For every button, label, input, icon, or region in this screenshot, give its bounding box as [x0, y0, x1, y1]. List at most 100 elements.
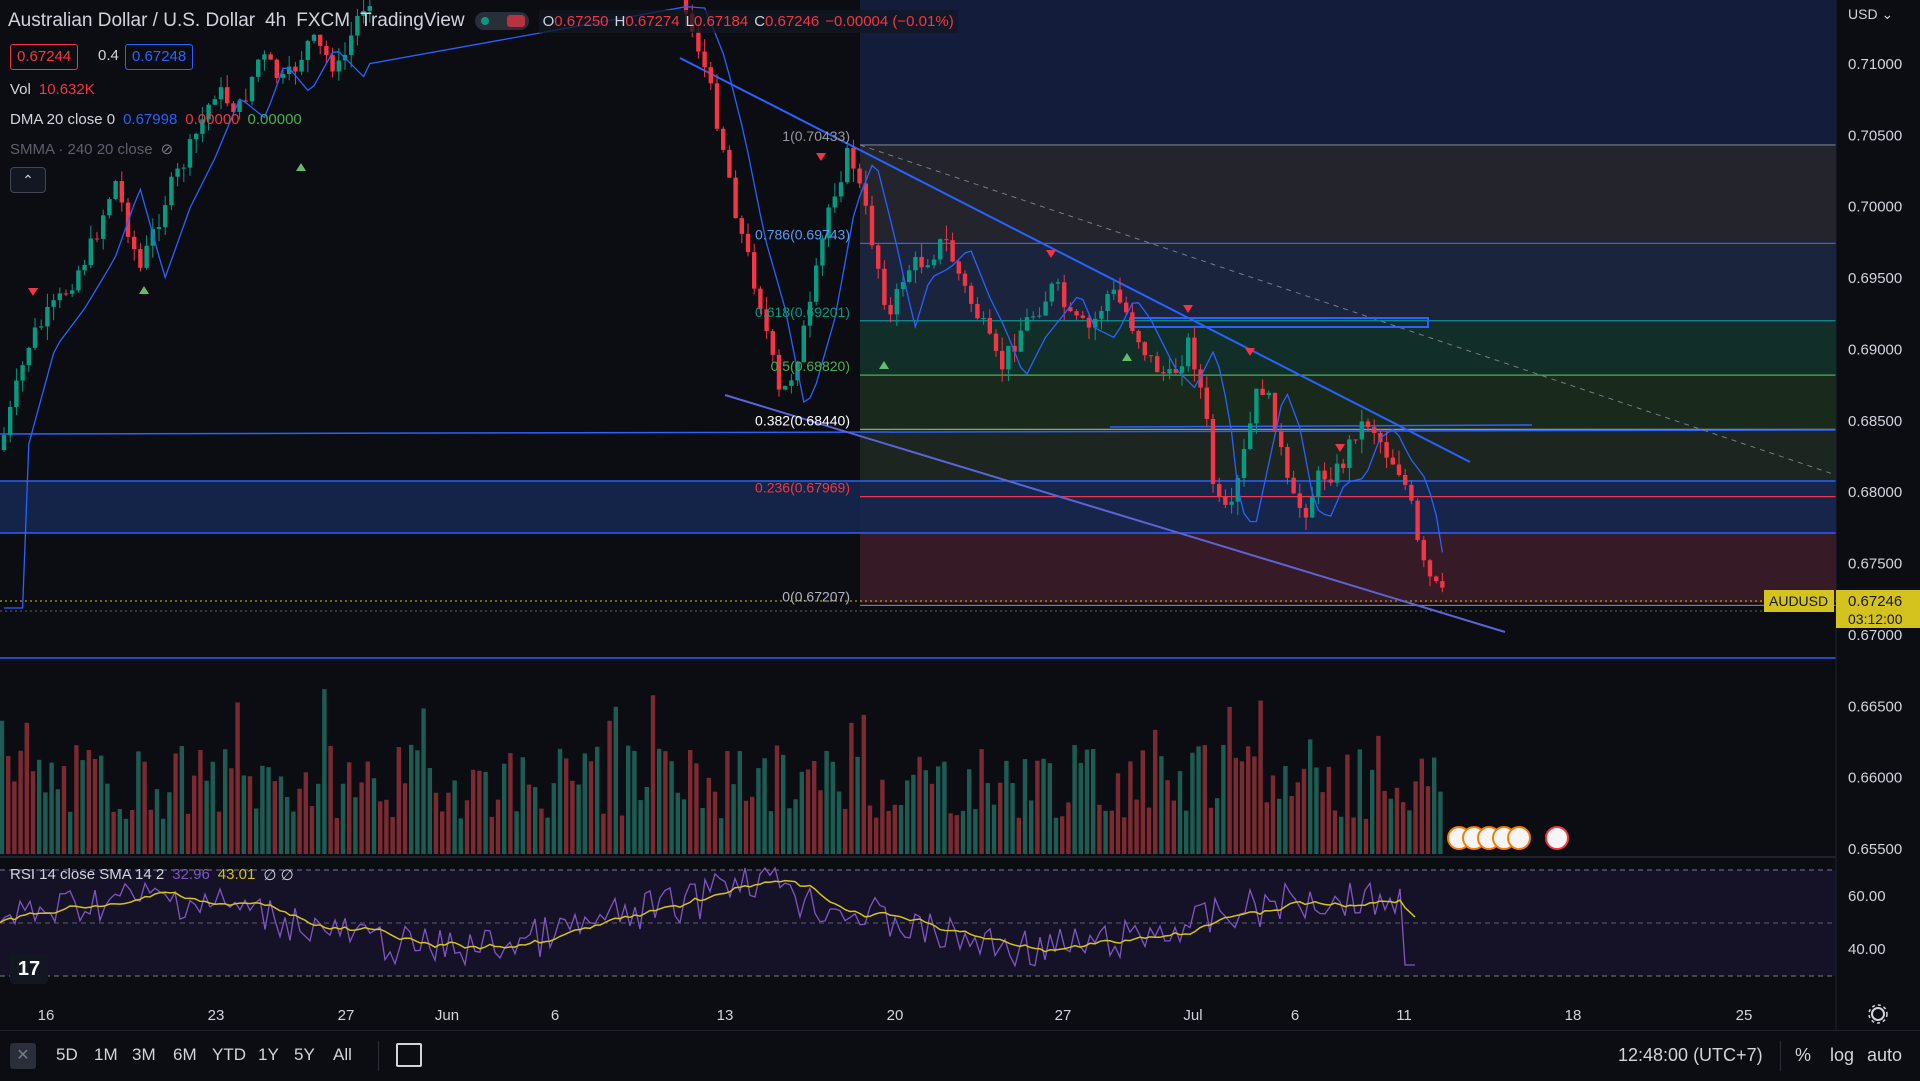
price-axis-label: 0.66500	[1848, 698, 1902, 715]
settings-icon[interactable]	[1868, 1004, 1888, 1024]
range-button-6m[interactable]: 6M	[173, 1045, 197, 1064]
resistance-short-line[interactable]	[1109, 424, 1533, 428]
volume-bar	[285, 797, 290, 854]
candle-body	[169, 176, 174, 206]
range-button-1y[interactable]: 1Y	[258, 1045, 279, 1064]
price-axis-label: 0.68000	[1848, 484, 1902, 501]
range-button-ytd[interactable]: YTD	[212, 1045, 246, 1064]
dma-value-3: 0.00000	[247, 111, 302, 128]
candle-body	[144, 245, 149, 268]
economic-events[interactable]	[1447, 826, 1569, 850]
candle-body	[708, 67, 713, 84]
volume-bar	[452, 780, 457, 854]
volume-bar	[173, 753, 178, 854]
price-axis-label: 0.69000	[1848, 341, 1902, 358]
candle-body	[857, 168, 862, 184]
candle-body	[113, 181, 118, 200]
volume-bar	[446, 792, 451, 854]
buy-button[interactable]: 0.67248	[125, 44, 194, 70]
clock[interactable]: 12:48:00 (UTC+7)	[1618, 1045, 1763, 1065]
smma-legend[interactable]: SMMA · 240 20 close ⊘	[10, 139, 173, 161]
range-button-1m[interactable]: 1M	[94, 1045, 118, 1064]
smma-label: SMMA · 240 20 close	[10, 141, 153, 158]
price-axis[interactable]	[1836, 0, 1920, 1030]
channel-upper-line[interactable]	[679, 57, 1471, 463]
auto-toggle[interactable]: auto	[1867, 1045, 1903, 1065]
interval-label[interactable]: 4h	[265, 10, 287, 31]
candle-body	[987, 318, 992, 334]
log-toggle[interactable]: log	[1830, 1045, 1855, 1065]
volume-bar	[898, 805, 904, 854]
candle-body	[8, 406, 13, 436]
trend-dashed-line[interactable]	[859, 144, 1837, 476]
candle-body	[1043, 301, 1048, 316]
candle-body	[1359, 421, 1364, 440]
volume-bar	[638, 800, 643, 854]
support-line-0-6844[interactable]	[0, 429, 1837, 435]
rsi-legend[interactable]: RSI 14 close SMA 14 2 32.96 43.01 ∅ ∅	[10, 866, 294, 884]
volume-bar	[483, 771, 488, 854]
candle-body	[1018, 330, 1023, 352]
rsi-axis-labels: 60.00 40.00	[1848, 888, 1886, 958]
volume-bar	[6, 755, 11, 854]
candle-body	[1415, 500, 1420, 540]
range-button-3m[interactable]: 3M	[132, 1045, 156, 1064]
volume-bar	[421, 708, 426, 854]
currency-selector[interactable]: USD ⌄	[1848, 6, 1894, 22]
calendar-icon[interactable]	[396, 1043, 422, 1067]
percent-toggle[interactable]: %	[1795, 1045, 1812, 1065]
volume-bar	[1345, 754, 1350, 854]
time-axis-label: 16	[38, 1007, 55, 1024]
dma-label: DMA 20 close 0	[10, 111, 116, 128]
candle-body	[200, 119, 205, 134]
volume-bar	[427, 768, 432, 854]
range-button-all[interactable]: All	[333, 1045, 352, 1064]
volume-bar	[1078, 762, 1083, 854]
volume-bar	[161, 818, 166, 854]
volume-bar	[216, 811, 222, 854]
time-axis-label: 27	[338, 1007, 355, 1024]
volume-bar	[1035, 760, 1040, 854]
volume-bar	[1084, 749, 1090, 854]
candle-body	[39, 326, 44, 328]
vol-value: 10.632K	[38, 81, 95, 98]
candle-body	[274, 59, 279, 78]
candle-body	[1068, 307, 1073, 312]
market-status-toggle[interactable]	[474, 12, 529, 30]
candle-body	[851, 147, 856, 169]
time-axis-label: 23	[208, 1007, 225, 1024]
symbol-title[interactable]: Australian Dollar / U.S. Dollar	[8, 10, 256, 31]
rectangle-zone[interactable]	[1129, 317, 1429, 328]
sell-button[interactable]: 0.67244	[10, 44, 79, 70]
candle-body	[1024, 317, 1030, 331]
volume-bar	[663, 751, 668, 854]
dma-legend[interactable]: DMA 20 close 0 0.67998 0.00000 0.00000	[10, 109, 302, 131]
volume-bar	[576, 784, 581, 854]
fib-labels: 1(0.70433) 0.786(0.69743) 0.618(0.69201) 0.…	[755, 128, 850, 604]
tradingview-logo[interactable]: 17	[10, 954, 48, 984]
candle-body	[1279, 430, 1284, 448]
close-icon[interactable]: ✕	[10, 1043, 36, 1069]
volume-bar	[74, 745, 79, 854]
vol-legend[interactable]: Vol 10.632K	[10, 79, 95, 101]
volume-bar	[55, 789, 60, 854]
channel-lower-line[interactable]	[724, 394, 1506, 633]
chevron-up-icon[interactable]: ⌃	[10, 167, 46, 193]
candle-body	[1093, 318, 1098, 328]
volume-bar	[235, 702, 240, 854]
candle-body	[1117, 289, 1123, 303]
volume-bar	[37, 759, 42, 854]
candle-body	[962, 273, 968, 286]
range-button-5d[interactable]: 5D	[56, 1045, 78, 1064]
volume-bar	[960, 810, 966, 854]
volume-bar	[1370, 769, 1375, 854]
candle-body	[156, 227, 162, 230]
volume-bar	[297, 788, 302, 854]
eye-hidden-icon[interactable]: ⊘	[160, 141, 174, 158]
volume-bar	[1301, 768, 1307, 854]
candle-body	[1111, 289, 1116, 295]
range-button-5y[interactable]: 5Y	[294, 1045, 315, 1064]
volume-bar	[1270, 775, 1276, 854]
candle-body	[1105, 294, 1110, 311]
